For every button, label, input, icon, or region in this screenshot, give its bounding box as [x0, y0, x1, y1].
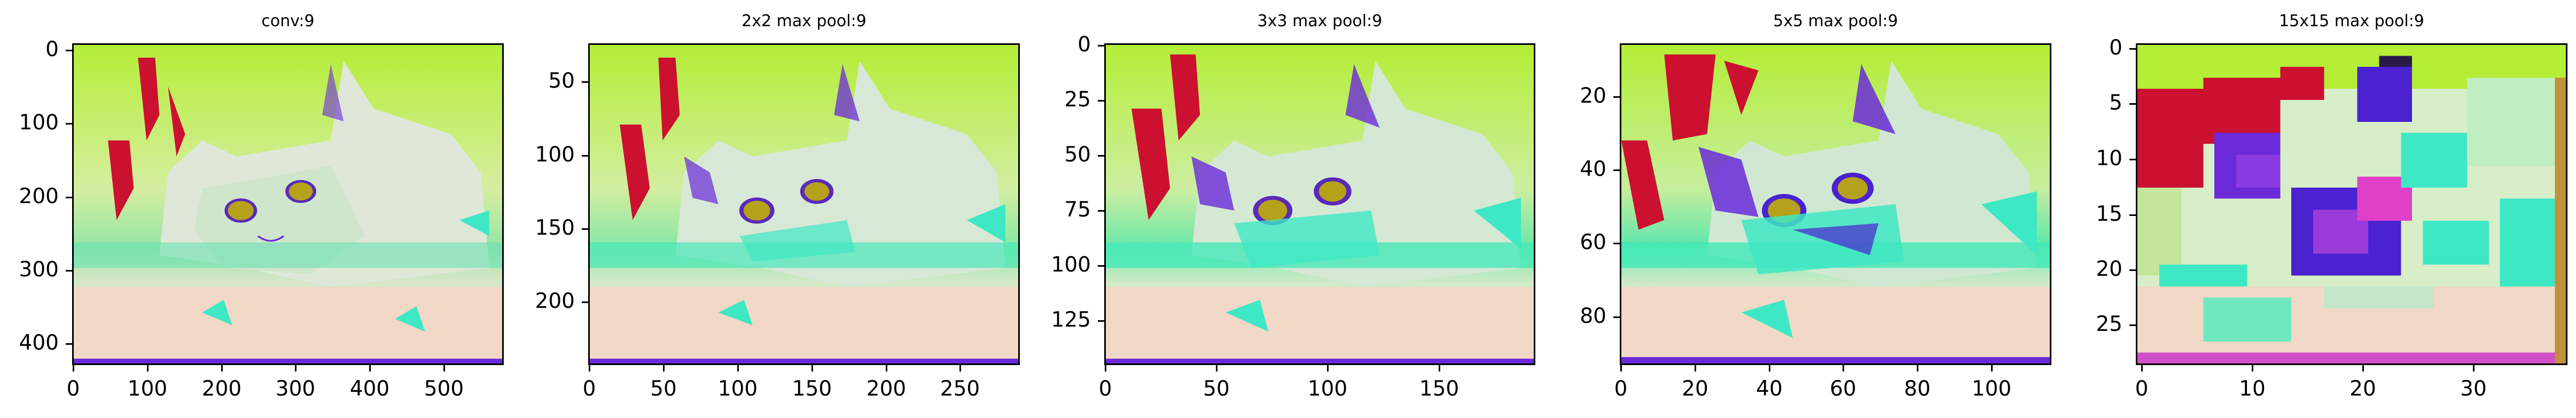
y-tick-label: 300 [19, 258, 59, 282]
y-tick-label: 200 [19, 184, 59, 208]
cat-feature-map-graphic [1621, 45, 2050, 363]
x-tick-label: 0 [1614, 377, 1628, 401]
y-tick-label: 0 [45, 37, 59, 61]
x-tick-label: 100 [1971, 377, 2012, 401]
x-tick-label: 0 [2135, 377, 2149, 401]
y-tick-label: 0 [2109, 36, 2122, 60]
x-tick-label: 150 [792, 377, 832, 401]
x-tick-label: 200 [866, 377, 907, 401]
x-tick-label: 500 [424, 377, 464, 401]
feature-map-image [1104, 43, 1535, 365]
x-tick-label: 200 [201, 377, 242, 401]
x-tick-label: 40 [1756, 377, 1783, 401]
x-tick-label: 20 [1682, 377, 1708, 401]
y-tick-label: 200 [535, 289, 575, 313]
x-tick-label: 100 [127, 377, 168, 401]
y-tick-label: 80 [1580, 304, 1606, 328]
panel-title: 15x15 max pool:9 [2279, 12, 2424, 30]
feature-map-image [2136, 43, 2567, 365]
panel-title: 2x2 max pool:9 [741, 12, 867, 30]
y-tick-label: 5 [2109, 91, 2122, 115]
x-tick-label: 150 [1419, 377, 1459, 401]
x-tick-label: 20 [2349, 377, 2376, 401]
y-tick-label: 20 [1580, 84, 1606, 108]
x-tick-label: 100 [1307, 377, 1348, 401]
y-tick-label: 15 [2096, 202, 2122, 226]
y-tick-label: 50 [1064, 143, 1091, 167]
x-tick-label: 0 [582, 377, 596, 401]
feature-map-image [588, 43, 1020, 365]
cat-feature-map-graphic [1106, 45, 1534, 363]
y-tick-label: 100 [1051, 253, 1091, 277]
y-tick-label: 50 [548, 69, 575, 93]
y-tick-label: 10 [2096, 146, 2122, 171]
y-tick-label: 20 [2096, 257, 2122, 281]
y-tick-label: 100 [19, 111, 59, 135]
y-tick-label: 400 [19, 331, 59, 355]
y-tick-label: 40 [1580, 157, 1606, 181]
x-tick-label: 0 [66, 377, 80, 401]
x-tick-label: 50 [650, 377, 677, 401]
feature-map-image [72, 43, 504, 365]
x-tick-label: 250 [940, 377, 980, 401]
y-tick-label: 75 [1064, 198, 1091, 222]
x-tick-label: 30 [2460, 377, 2487, 401]
x-tick-label: 60 [1830, 377, 1856, 401]
x-tick-label: 10 [2239, 377, 2266, 401]
panel-title: 3x3 max pool:9 [1257, 12, 1383, 30]
y-tick-label: 60 [1580, 230, 1606, 254]
x-tick-label: 100 [717, 377, 758, 401]
y-tick-label: 150 [535, 216, 575, 240]
cat-feature-map-graphic [590, 45, 1018, 363]
cat-feature-map-graphic [2137, 45, 2566, 363]
y-tick-label: 100 [535, 143, 575, 167]
x-tick-label: 80 [1904, 377, 1931, 401]
feature-map-image [1620, 43, 2051, 365]
panel-title: conv:9 [261, 12, 315, 30]
x-tick-label: 300 [275, 377, 316, 401]
y-tick-label: 25 [1064, 88, 1091, 112]
x-tick-label: 0 [1098, 377, 1112, 401]
x-tick-label: 400 [349, 377, 390, 401]
panel-title: 5x5 max pool:9 [1773, 12, 1898, 30]
cat-feature-map-graphic [74, 45, 502, 363]
x-tick-label: 50 [1203, 377, 1230, 401]
y-tick-label: 25 [2096, 312, 2122, 336]
y-tick-label: 125 [1051, 308, 1091, 332]
y-tick-label: 0 [1078, 33, 1091, 57]
